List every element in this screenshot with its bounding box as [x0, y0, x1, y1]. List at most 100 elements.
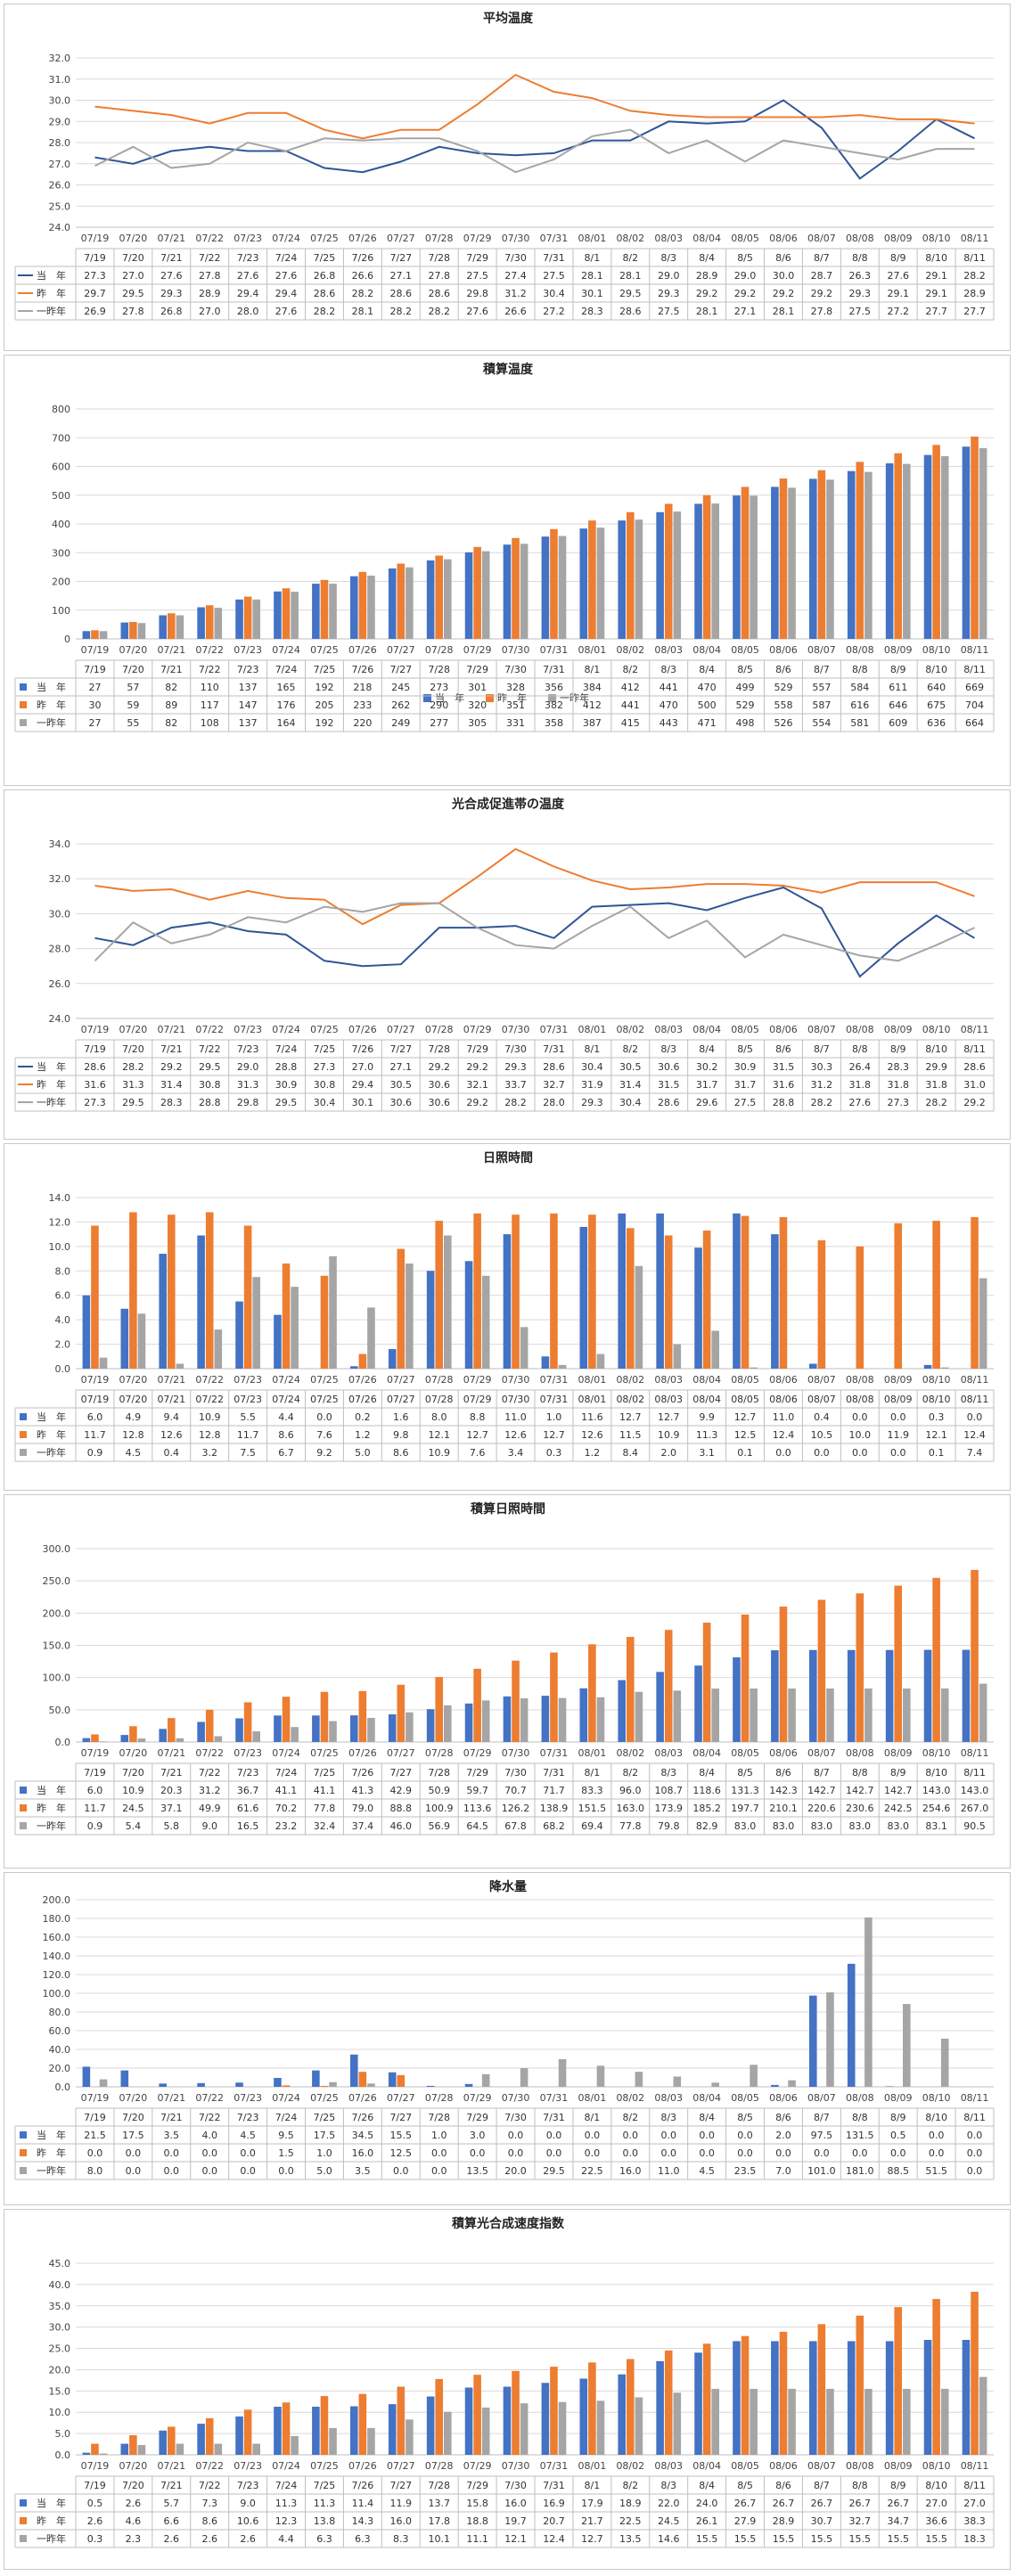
- chart-panel-2: 積算温度 0 100 200 300 400 500 600 700 800 07/19 07/20 0…: [4, 355, 1011, 786]
- table-value-cell: 10.9: [199, 1411, 221, 1423]
- bar: [550, 528, 558, 639]
- bar: [464, 2083, 473, 2087]
- bar: [627, 2359, 635, 2455]
- y-tick-label: 32.0: [49, 873, 71, 885]
- table-header-cell: 7/22: [199, 1767, 221, 1779]
- table-value-cell: 245: [391, 682, 410, 693]
- table-value-cell: 88.5: [887, 2165, 909, 2177]
- bar: [168, 613, 176, 639]
- x-tick-label: 08/01: [578, 1024, 607, 1035]
- gridlines: [76, 1899, 994, 2088]
- x-tick-label: 07/21: [157, 1374, 185, 1386]
- table-header-cell: 08/11: [961, 1394, 989, 1405]
- table-header-cell: 7/30: [504, 664, 527, 675]
- table-header-cell: 8/2: [622, 2112, 638, 2123]
- series-line-1: [94, 886, 976, 978]
- table-value-cell: 7.3: [201, 2498, 217, 2509]
- series-line-2: [94, 73, 975, 140]
- table-value-cell: 31.8: [849, 1079, 872, 1091]
- row-legend-swatch: [20, 2167, 27, 2174]
- x-tick-label: 07/19: [81, 1747, 110, 1759]
- bar: [312, 1715, 320, 1742]
- table-value-cell: 27.6: [160, 270, 183, 282]
- x-tick-label: 07/31: [540, 644, 569, 656]
- table-header-cell: 7/24: [275, 2112, 298, 2123]
- y-tick-label: 300: [52, 547, 70, 559]
- bar: [779, 1607, 788, 1742]
- series-1: [82, 1963, 894, 2087]
- x-tick-label: 07/28: [425, 644, 454, 656]
- bar: [809, 1649, 817, 1742]
- table-value-cell: 554: [812, 717, 831, 729]
- x-tick-label: 07/26: [348, 2092, 377, 2104]
- table-value-cell: 70.7: [504, 1785, 527, 1796]
- bar: [702, 2343, 711, 2455]
- table-value-cell: 0.0: [126, 2165, 142, 2177]
- table-value-cell: 387: [583, 717, 602, 729]
- bar: [627, 511, 635, 639]
- table-value-cell: 7.4: [967, 1447, 983, 1459]
- table-value-cell: 8.6: [201, 2515, 217, 2527]
- bar: [214, 1736, 223, 1742]
- bar: [809, 2341, 817, 2455]
- table-value-cell: 0.0: [814, 2147, 830, 2159]
- y-tick-label: 0.0: [55, 1737, 71, 1748]
- bar: [473, 546, 481, 639]
- table-value-cell: 0.0: [929, 2147, 945, 2159]
- row-series-name: 当 年: [37, 269, 66, 282]
- table-value-cell: 142.7: [846, 1785, 874, 1796]
- bar: [388, 1349, 397, 1369]
- bar: [274, 2407, 282, 2455]
- table-header-cell: 7/31: [543, 2480, 565, 2491]
- table-value-cell: 31.5: [658, 1079, 680, 1091]
- bar: [940, 455, 949, 639]
- table-value-cell: 3.1: [699, 1447, 715, 1459]
- x-tick-label: 08/03: [654, 2460, 683, 2472]
- table-header-cell: 7/20: [122, 664, 144, 675]
- table-header-cell: 08/05: [731, 1394, 759, 1405]
- table-value-cell: 584: [850, 682, 869, 693]
- bar: [885, 1649, 894, 1742]
- table-header-cell: 8/10: [925, 1767, 947, 1779]
- bar: [558, 2401, 567, 2455]
- x-tick-label: 07/30: [502, 1374, 530, 1386]
- table-header-cell: 07/30: [502, 1394, 530, 1405]
- table-value-cell: 185.2: [692, 1803, 721, 1814]
- table-value-cell: 12.7: [581, 2533, 603, 2545]
- y-tick-label: 5.0: [55, 2428, 71, 2440]
- table-value-cell: 83.0: [887, 1820, 909, 1832]
- y-tick-label: 200: [52, 577, 70, 588]
- bar: [367, 1307, 375, 1369]
- x-axis: 07/19 07/20 07/21 07/22 07/23 07/24 07/25 07/26…: [81, 233, 989, 244]
- table-value-cell: 29.2: [428, 1061, 450, 1073]
- table-value-cell: 529: [736, 699, 755, 711]
- bar: [932, 1577, 940, 1742]
- bar: [894, 1585, 902, 1742]
- table-value-cell: 27.3: [84, 270, 106, 282]
- table-value-cell: 21.7: [581, 2515, 603, 2527]
- table-value-cell: 77.8: [314, 1803, 336, 1814]
- bar: [397, 1684, 406, 1742]
- table-value-cell: 26.7: [773, 2498, 795, 2509]
- bar: [358, 2072, 367, 2087]
- x-tick-label: 08/07: [807, 2092, 836, 2104]
- bar: [388, 2404, 397, 2455]
- table-value-cell: 0.0: [967, 2147, 983, 2159]
- table-value-cell: 1.2: [585, 1447, 601, 1459]
- table-value-cell: 471: [698, 717, 717, 729]
- x-tick-label: 08/03: [654, 2092, 683, 2104]
- bar: [903, 463, 911, 639]
- table-value-cell: 18.9: [619, 2498, 642, 2509]
- bar: [923, 1364, 932, 1369]
- table-value-cell: 126.2: [502, 1803, 530, 1814]
- table-header-cell: 7/30: [504, 2480, 527, 2491]
- series-line-1: [94, 99, 975, 180]
- x-tick-label: 08/01: [578, 2460, 607, 2472]
- row-legend-swatch: [20, 1804, 27, 1811]
- x-tick-label: 07/24: [272, 1024, 300, 1035]
- table-header-cell: 7/24: [275, 252, 298, 264]
- table-value-cell: 29.3: [160, 288, 183, 299]
- bar: [473, 1668, 481, 1742]
- bar: [826, 1688, 834, 1742]
- x-tick-label: 07/19: [81, 2460, 110, 2472]
